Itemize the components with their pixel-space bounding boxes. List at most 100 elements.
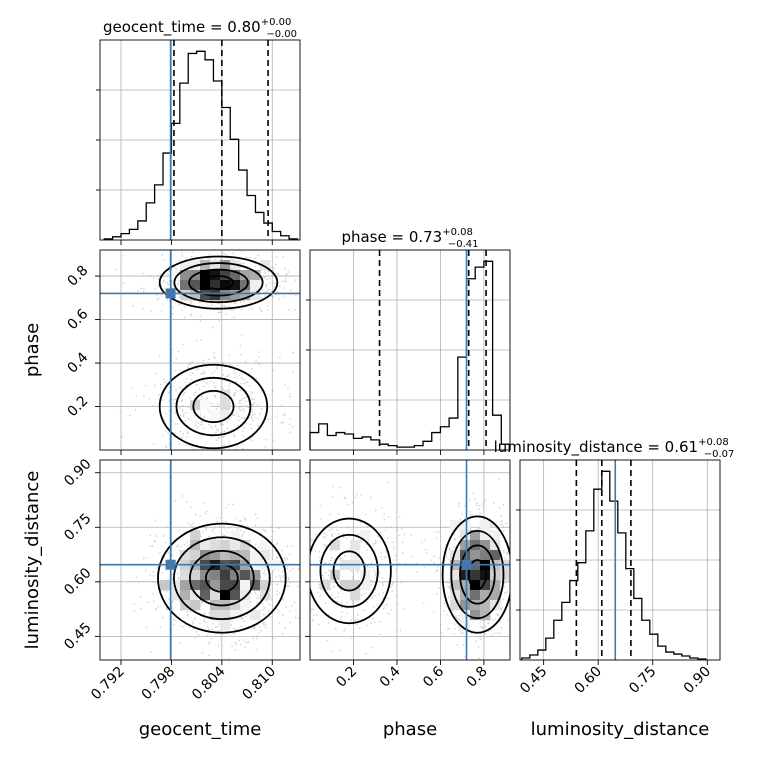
density-cell: [190, 550, 201, 561]
density-cell: [220, 570, 231, 581]
panel-title-phase: phase = 0.73+0.08 −0.41: [341, 227, 478, 250]
density-cell: [220, 270, 231, 281]
density-cell: [230, 280, 241, 291]
histogram-luminosity_distance: [521, 470, 707, 660]
density-cell: [240, 270, 251, 281]
contours: [158, 255, 279, 450]
density-cell: [350, 590, 361, 601]
x-tick-label-phase: 0.2: [333, 664, 360, 691]
density-cell: [470, 620, 481, 631]
density-cell: [200, 270, 211, 281]
truth-marker: [165, 288, 176, 299]
y-tick-label-phase: 0.2: [64, 393, 91, 420]
density-cell: [330, 540, 341, 551]
y-axis-label-phase: phase: [22, 323, 43, 377]
density-cell: [180, 270, 191, 281]
axes-frame: [309, 459, 511, 661]
density-cell: [480, 580, 491, 591]
density-cell: [460, 540, 471, 551]
density-cells: [170, 260, 271, 421]
grid: [520, 460, 720, 660]
x-tick-label-phase: 0.6: [420, 663, 447, 690]
density-cell: [250, 280, 261, 291]
density-cell: [480, 540, 491, 551]
density-cell: [230, 540, 241, 551]
x-tick-label-luminosity_distance: 0.75: [626, 664, 659, 697]
density-cell: [350, 540, 361, 551]
density-cell: [190, 590, 201, 601]
density-cell: [210, 270, 221, 281]
density-cell: [200, 580, 211, 591]
x-tick-label-geocent_time: 0.798: [139, 664, 179, 704]
density-cell: [470, 580, 481, 591]
title-main: phase = 0.73: [341, 228, 442, 246]
density-cell: [220, 410, 231, 421]
density-cell: [200, 260, 211, 271]
density-cell: [220, 590, 231, 601]
density-cell: [220, 620, 231, 631]
panel-title-geocent_time: geocent_time = 0.80+0.00 −0.00: [103, 17, 297, 40]
density-cell: [250, 290, 261, 301]
density-cell: [240, 600, 251, 611]
title-minus: −0.41: [448, 239, 479, 250]
y-tick-label-phase: 0.8: [64, 263, 91, 290]
density-cell: [500, 570, 510, 581]
x-tick-label-phase: 0.4: [377, 663, 404, 690]
density-cell: [250, 580, 261, 591]
density-cell: [490, 580, 501, 591]
density-cell: [460, 610, 471, 621]
truth-marker: [461, 559, 472, 570]
density-cell: [260, 260, 271, 271]
density-cell: [180, 550, 191, 561]
contours: [157, 522, 287, 634]
y-tick-label-phase: 0.6: [64, 306, 91, 333]
grid: [100, 40, 300, 240]
density-cell: [480, 610, 491, 621]
title-minus: −0.07: [704, 449, 735, 460]
density-cell: [210, 610, 221, 621]
density-cell: [490, 550, 501, 561]
density-cell: [240, 590, 251, 601]
scatter-points: [133, 495, 300, 660]
density-cell: [480, 550, 491, 561]
density-cell: [330, 570, 341, 581]
hist-panel-geocent_time: geocent_time = 0.80+0.00 −0.00: [96, 17, 301, 245]
y-tick-label-luminosity_distance: 0.60: [61, 565, 94, 598]
density-cell: [480, 530, 491, 541]
density-cell: [170, 270, 181, 281]
density-cell: [460, 600, 471, 611]
density-cell: [240, 290, 251, 301]
y-axis-label-luminosity_distance: luminosity_distance: [22, 471, 43, 650]
density-cell: [180, 570, 191, 581]
density-cell: [230, 530, 241, 541]
density-cell: [240, 280, 251, 291]
contours: [310, 515, 510, 634]
scatter-panel-phase-luminosity_distance: [305, 459, 511, 665]
density-cell: [200, 540, 211, 551]
density-cell: [230, 570, 241, 581]
x-tick-label-geocent_time: 0.792: [88, 664, 128, 704]
density-cell: [220, 280, 231, 291]
density-cell: [210, 580, 221, 591]
density-cell: [490, 540, 501, 551]
density-cell: [230, 270, 241, 281]
density-cell: [240, 570, 251, 581]
truth-marker: [165, 559, 176, 570]
x-tick-label-phase: 0.8: [464, 664, 491, 691]
y-tick-label-luminosity_distance: 0.75: [61, 511, 94, 544]
hist-panel-luminosity_distance: luminosity_distance = 0.61+0.08 −0.07: [494, 437, 735, 665]
title-plus: +0.08: [698, 437, 729, 448]
density-cell: [200, 300, 211, 311]
density-cell: [350, 580, 361, 591]
density-cell: [230, 550, 241, 561]
density-cell: [260, 580, 271, 591]
density-cell: [480, 600, 491, 611]
density-cell: [340, 570, 351, 581]
density-cell: [230, 610, 241, 621]
contour-level: [459, 544, 496, 605]
contour-level: [202, 275, 235, 291]
density-cell: [210, 570, 221, 581]
x-tick-label-luminosity_distance: 0.45: [517, 664, 550, 697]
density-cell: [250, 570, 261, 581]
